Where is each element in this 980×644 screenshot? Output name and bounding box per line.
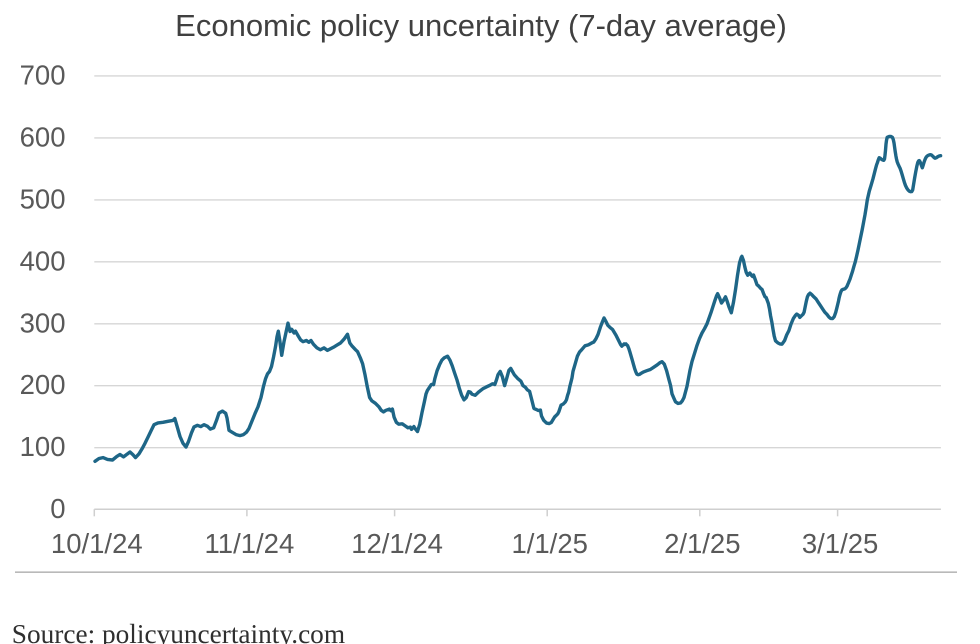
svg-text:200: 200 <box>20 369 66 400</box>
svg-text:Economic policy uncertainty (7: Economic policy uncertainty (7-day avera… <box>175 8 787 43</box>
svg-text:300: 300 <box>20 307 66 338</box>
svg-text:700: 700 <box>20 59 66 90</box>
svg-text:12/1/24: 12/1/24 <box>351 528 443 559</box>
svg-text:600: 600 <box>20 121 66 152</box>
svg-text:500: 500 <box>20 183 66 214</box>
svg-text:10/1/24: 10/1/24 <box>51 528 143 559</box>
svg-text:0: 0 <box>50 493 65 524</box>
svg-text:100: 100 <box>20 431 66 462</box>
svg-text:2/1/25: 2/1/25 <box>664 528 740 559</box>
svg-text:400: 400 <box>20 245 66 276</box>
svg-text:11/1/24: 11/1/24 <box>205 528 295 559</box>
svg-text:3/1/25: 3/1/25 <box>802 528 878 559</box>
svg-text:1/1/25: 1/1/25 <box>511 528 587 559</box>
svg-text:Source: policyuncertainty.com: Source: policyuncertainty.com <box>12 619 345 644</box>
